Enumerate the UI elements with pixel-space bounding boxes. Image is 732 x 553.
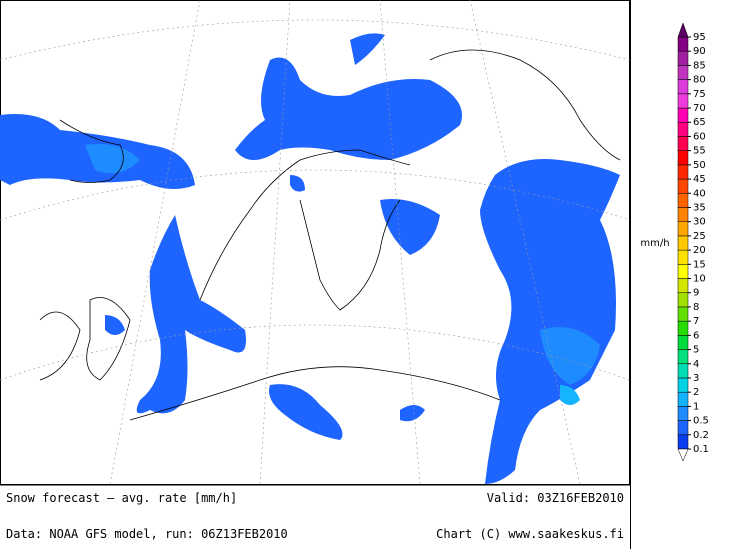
- colorbar-segment: [677, 50, 689, 66]
- colorbar-segment: [677, 249, 689, 265]
- footer-source: Data: NOAA GFS model, run: 06Z13FEB2010: [6, 527, 288, 541]
- colorbar-segment: [677, 164, 689, 180]
- colorbar-segment: [677, 320, 689, 336]
- colorbar-label: 30: [693, 217, 706, 228]
- colorbar-segment: [677, 36, 689, 52]
- colorbar-segment: [677, 406, 689, 421]
- colorbar-label: 60: [693, 131, 706, 142]
- colorbar-label: 80: [693, 75, 706, 86]
- colorbar-label: 95: [693, 32, 706, 43]
- colorbar-segment: [677, 306, 689, 322]
- coastlines: [39, 49, 621, 421]
- colorbar-segment: [677, 420, 689, 436]
- colorbar-label: 25: [693, 231, 706, 242]
- colorbar-label: 70: [693, 103, 706, 114]
- colorbar-label: 85: [693, 60, 706, 71]
- colorbar-label: 45: [693, 174, 706, 185]
- colorbar-label: 1: [693, 401, 699, 412]
- colorbar-segment: [677, 434, 689, 450]
- footer-credit: Chart (C) www.saakeskus.fi: [436, 527, 624, 541]
- colorbar-label: 0.5: [693, 416, 709, 427]
- colorbar-segment: [677, 335, 689, 350]
- colorbar-segment: [677, 121, 689, 137]
- colorbar-label: 75: [693, 89, 706, 100]
- colorbar-segment: [677, 178, 689, 194]
- colorbar-label: 20: [693, 245, 706, 256]
- colorbar-segment: [677, 93, 689, 109]
- colorbar-label: 7: [693, 316, 699, 327]
- colorbar-segment: [677, 79, 689, 95]
- colorbar-segment: [677, 207, 689, 222]
- colorbar-under: [677, 448, 689, 462]
- colorbar-label: 2: [693, 387, 699, 398]
- colorbar-segment: [677, 292, 689, 308]
- colorbar-segment: [677, 278, 689, 293]
- colorbar-label: 9: [693, 288, 699, 299]
- colorbar-label: 55: [693, 146, 706, 157]
- colorbar-segment: [677, 363, 689, 379]
- colorbar-label: 40: [693, 188, 706, 199]
- colorbar-label: 3: [693, 373, 699, 384]
- colorbar-over: [677, 22, 689, 38]
- colorbar-segment: [677, 391, 689, 407]
- footer-valid: Valid: 03Z16FEB2010: [487, 491, 624, 505]
- colorbar-segment: [677, 264, 689, 279]
- colorbar-label: 65: [693, 117, 706, 128]
- colorbar-label: 0.2: [693, 430, 709, 441]
- colorbar-label: 6: [693, 330, 699, 341]
- footer-title: Snow forecast – avg. rate [mm/h]: [6, 491, 237, 505]
- colorbar-segment: [677, 150, 689, 166]
- colorbar: mm/h 0.10.20.512345678910152025303540455…: [640, 22, 709, 462]
- snow-areas: [0, 33, 620, 484]
- colorbar-segment: [677, 349, 689, 365]
- colorbar-segment: [677, 235, 689, 251]
- colorbar-label: 15: [693, 259, 706, 270]
- colorbar-label: 10: [693, 274, 706, 285]
- graticule: [0, 0, 631, 485]
- colorbar-label: 0.1: [693, 444, 709, 455]
- colorbar-segment: [677, 221, 689, 237]
- colorbar-segment: [677, 65, 689, 80]
- colorbar-label: 8: [693, 302, 699, 313]
- colorbar-label: 50: [693, 160, 706, 171]
- colorbar-label: 4: [693, 359, 699, 370]
- colorbar-label: 5: [693, 345, 699, 356]
- colorbar-label: 35: [693, 202, 706, 213]
- colorbar-segment: [677, 193, 689, 208]
- colorbar-unit: mm/h: [640, 238, 669, 249]
- colorbar-segment: [677, 107, 689, 123]
- colorbar-segment: [677, 136, 689, 151]
- colorbar-label: 90: [693, 46, 706, 57]
- colorbar-segment: [677, 377, 689, 393]
